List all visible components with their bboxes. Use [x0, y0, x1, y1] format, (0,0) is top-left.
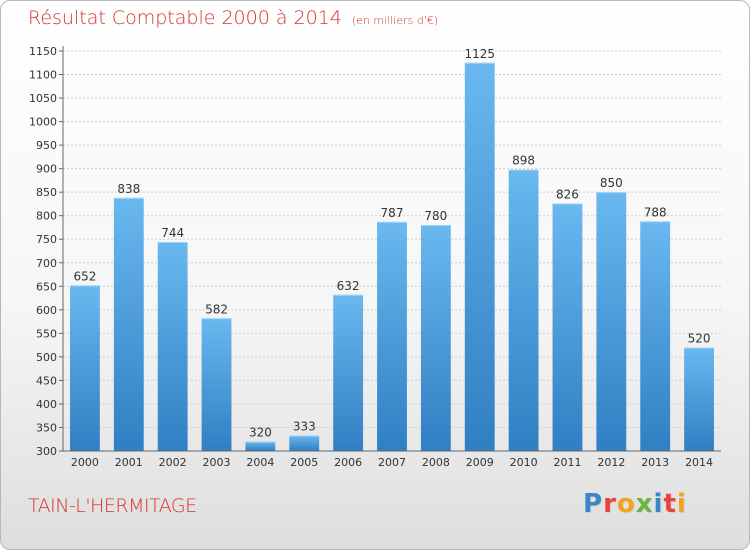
y-tick-label: 550	[36, 327, 57, 340]
logo-letter: i	[653, 489, 664, 519]
chart-subtitle: (en milliers d'€)	[351, 14, 439, 27]
x-tick-label: 2005	[290, 456, 318, 469]
x-tick-label: 2004	[246, 456, 274, 469]
y-tick-label: 500	[36, 351, 57, 364]
bar-value-label: 898	[512, 154, 535, 168]
y-tick-label: 300	[36, 445, 57, 458]
y-tick-label: 750	[36, 233, 57, 246]
bar	[157, 242, 188, 451]
bar	[552, 203, 583, 451]
bar	[464, 62, 495, 451]
logo-letter: P	[583, 489, 604, 519]
y-axis: 300 350 400 450 500 550 600 650 700 750 800 850 900 9…	[29, 45, 64, 458]
x-tick-label: 2010	[510, 456, 538, 469]
x-axis: 2000 2001 2002 2003 2004 2005 2006 2007 2008 2009…	[63, 450, 721, 469]
chart-title-text: Résultat Comptable 2000 à 2014	[28, 7, 342, 29]
y-tick-label: 800	[36, 210, 57, 223]
y-tick-label: 900	[36, 163, 57, 176]
y-tick-label: 1050	[29, 92, 57, 105]
y-tick-label: 950	[36, 139, 57, 152]
logo-letter: i	[676, 489, 687, 519]
logo-letter: t	[663, 489, 677, 519]
x-tick-label: 2007	[378, 456, 406, 469]
bar-value-label: 632	[337, 279, 360, 293]
bar	[70, 285, 100, 451]
x-tick-label: 2006	[334, 456, 362, 469]
bar-value-label: 780	[424, 209, 447, 223]
y-tick-label: 450	[36, 374, 57, 387]
bar	[333, 294, 364, 451]
x-tick-label: 2009	[466, 456, 494, 469]
bar	[377, 221, 407, 451]
bar	[420, 225, 451, 451]
bar	[245, 441, 276, 451]
y-tick-label: 400	[36, 398, 57, 411]
bar-value-label: 744	[161, 226, 184, 240]
logo-letter: o	[616, 489, 636, 519]
bar-value-label: 1125	[464, 47, 495, 61]
bar-value-label: 838	[117, 182, 140, 196]
bar	[640, 221, 671, 451]
x-tick-label: 2002	[159, 456, 187, 469]
commune-name: TAIN-L'HERMITAGE	[28, 495, 197, 517]
x-tick-label: 2011	[553, 456, 581, 469]
bar-value-label: 787	[381, 206, 404, 220]
bar-value-label: 788	[644, 205, 667, 219]
bar-value-label: 320	[249, 426, 272, 440]
y-tick-label: 1100	[29, 69, 57, 82]
logo-letter: x	[635, 489, 654, 519]
y-tick-label: 1000	[29, 116, 57, 129]
proxiti-logo: Proxiti	[583, 489, 687, 519]
bar	[508, 169, 539, 451]
y-tick-label: 650	[36, 280, 57, 293]
bar	[113, 197, 144, 451]
x-tick-label: 2008	[422, 456, 450, 469]
x-tick-label: 2003	[203, 456, 231, 469]
y-tick-label: 350	[36, 421, 57, 434]
chart-title: Résultat Comptable 2000 à 2014 (en millie…	[28, 7, 438, 29]
x-tick-label: 2012	[597, 456, 625, 469]
x-tick-label: 2013	[641, 456, 669, 469]
bar	[201, 318, 232, 451]
bar-value-label: 520	[688, 331, 711, 345]
bar-value-label: 652	[73, 269, 96, 283]
x-tick-label: 2001	[115, 456, 143, 469]
y-tick-label: 1150	[29, 45, 57, 58]
x-tick-label: 2014	[685, 456, 713, 469]
bar-value-label: 826	[556, 187, 579, 201]
x-tick-label: 2000	[71, 456, 99, 469]
logo-letter: r	[603, 489, 617, 519]
bars: 652 838 744 582 320 333 632 787 780 1125 898 826 850…	[70, 47, 714, 452]
bar-value-label: 850	[600, 176, 623, 190]
bar-value-label: 333	[293, 419, 316, 433]
bar	[684, 347, 714, 451]
bar-value-label: 582	[205, 302, 228, 316]
y-tick-label: 600	[36, 304, 57, 317]
bar	[596, 192, 627, 452]
bar	[289, 435, 320, 451]
y-tick-label: 700	[36, 257, 57, 270]
y-tick-label: 850	[36, 186, 57, 199]
